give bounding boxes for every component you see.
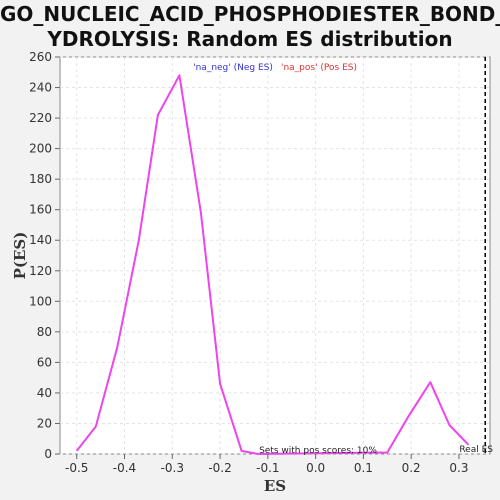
y-tick-label: 220 xyxy=(29,111,52,125)
x-axis-title: ES xyxy=(264,477,286,495)
chart-title-line-2: YDROLYSIS: Random ES distribution xyxy=(47,27,453,51)
x-tick-label: -0.4 xyxy=(113,461,136,475)
pos-score-annotation: Sets with pos scores: 10% xyxy=(259,446,377,456)
y-tick-label: 120 xyxy=(29,264,52,278)
y-tick-label: 20 xyxy=(37,416,52,430)
y-tick-label: 260 xyxy=(29,50,52,64)
x-axis: -0.5 -0.4 -0.3 -0.2 -0.1 0.0 0.1 0.2 0.3 xyxy=(65,454,468,475)
x-tick-label: -0.1 xyxy=(256,461,279,475)
series-line-na-pos xyxy=(258,381,470,455)
x-tick-label: 0.2 xyxy=(402,461,421,475)
y-tick-label: 200 xyxy=(29,142,52,156)
y-axis-title: P(ES) xyxy=(11,232,29,280)
legend-entry-na-pos: 'na_pos' (Pos ES) xyxy=(281,63,357,73)
x-tick-label: -0.5 xyxy=(65,461,88,475)
y-tick-label: 140 xyxy=(29,233,52,247)
x-tick-label: 0.3 xyxy=(449,461,468,475)
y-tick-label: 60 xyxy=(37,355,52,369)
x-tick-label: -0.3 xyxy=(161,461,184,475)
y-axis: 0 20 40 60 80 100 120 140 160 180 200 220 240 260 xyxy=(29,50,60,461)
x-tick-label: 0.0 xyxy=(306,461,325,475)
grid-lines xyxy=(60,56,490,455)
chart-title: GO_NUCLEIC_ACID_PHOSPHODIESTER_BOND_H YD… xyxy=(0,2,500,52)
y-tick-label: 100 xyxy=(29,294,52,308)
real-es-label: Real ES xyxy=(459,445,493,455)
x-tick-label: 0.1 xyxy=(354,461,373,475)
y-tick-label: 240 xyxy=(29,81,52,95)
series-line-na-neg xyxy=(75,74,259,455)
legend: 'na_neg' (Neg ES) 'na_pos' (Pos ES) xyxy=(193,63,357,73)
y-tick-label: 160 xyxy=(29,203,52,217)
x-tick-label: -0.2 xyxy=(208,461,231,475)
y-tick-label: 40 xyxy=(37,386,52,400)
chart-title-line-1: GO_NUCLEIC_ACID_PHOSPHODIESTER_BOND_H xyxy=(0,2,500,26)
y-tick-label: 180 xyxy=(29,172,52,186)
y-tick-label: 0 xyxy=(44,447,52,461)
y-tick-label: 80 xyxy=(37,325,52,339)
plot-area xyxy=(59,56,491,455)
legend-entry-na-neg: 'na_neg' (Neg ES) xyxy=(193,63,273,73)
series-layer xyxy=(75,74,470,455)
